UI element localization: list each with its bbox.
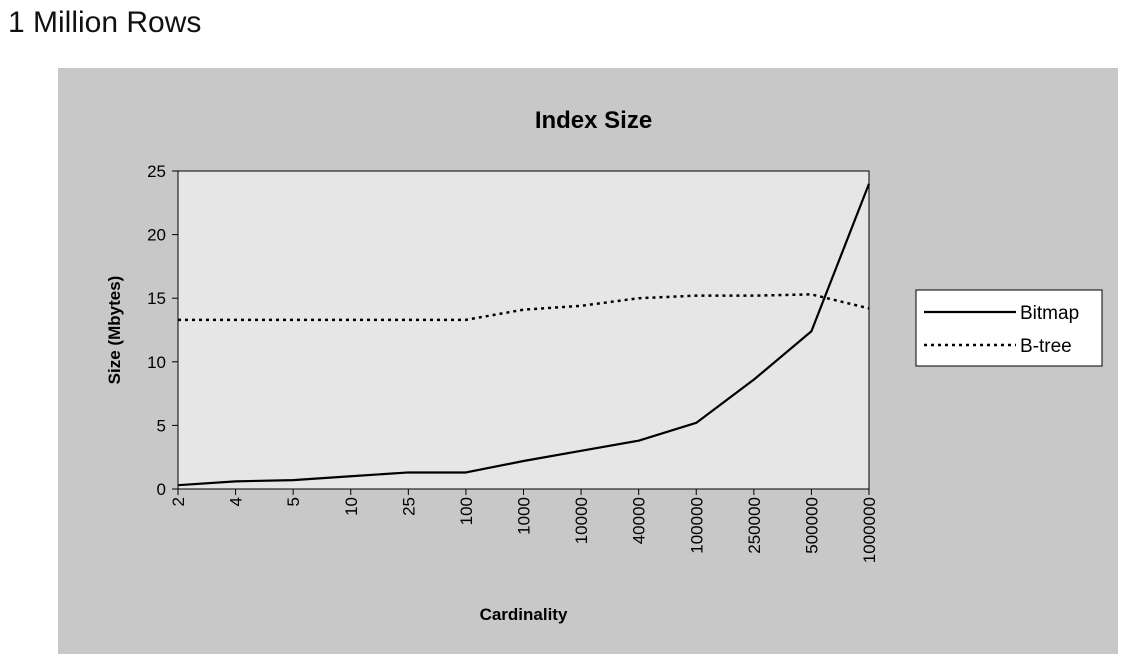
x-tick-label: 100 (457, 497, 476, 525)
x-tick-label: 250000 (745, 497, 764, 554)
x-tick-label: 4 (227, 497, 246, 506)
x-tick-label: 10000 (572, 497, 591, 544)
y-tick-label: 20 (147, 226, 166, 245)
page-title: 1 Million Rows (8, 6, 202, 39)
x-tick-label: 100000 (687, 497, 706, 554)
y-axis-label: Size (Mbytes) (105, 276, 124, 385)
y-tick-label: 5 (157, 416, 166, 435)
y-tick-label: 10 (147, 353, 166, 372)
x-tick-label: 5 (284, 497, 303, 506)
x-tick-label: 2 (169, 497, 188, 506)
legend-label: B-tree (1020, 336, 1072, 357)
x-axis-label: Cardinality (480, 605, 568, 624)
x-tick-label: 25 (399, 497, 418, 516)
y-axis: 0 5 10 15 20 25 (147, 162, 178, 499)
series-lines (177, 183, 871, 487)
x-tick-label: 1000000 (860, 497, 879, 563)
x-tick-label: 10 (342, 497, 361, 516)
y-tick-label: 25 (147, 162, 166, 181)
plot-area (177, 170, 870, 490)
x-axis: 2 4 5 10 25 100 1000 10000 40000 100000 250000 5000… (169, 489, 879, 563)
legend-box (915, 289, 1103, 367)
x-tick-label: 1000 (515, 497, 534, 535)
x-tick-label: 40000 (630, 497, 649, 544)
x-tick-label: 500000 (802, 497, 821, 554)
legend-label: Bitmap (1020, 303, 1079, 324)
legend: Bitmap B-tree (915, 289, 1103, 367)
y-tick-label: 0 (157, 480, 166, 499)
chart-title: Index Size (535, 107, 652, 134)
y-tick-label: 15 (147, 289, 166, 308)
